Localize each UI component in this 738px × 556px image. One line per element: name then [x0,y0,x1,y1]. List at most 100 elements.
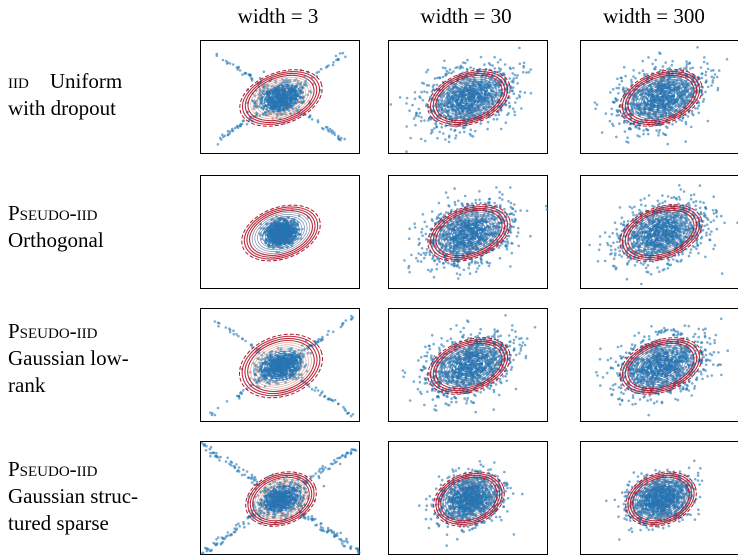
scatter-point [275,235,278,238]
scatter-point [633,102,636,106]
scatter-point [277,236,280,240]
scatter-point [417,243,421,246]
scatter-point [495,117,499,121]
scatter-point [421,213,425,216]
density-contour [258,82,304,114]
scatter-point [696,107,699,110]
scatter-point [463,97,467,100]
scatter-point [664,61,667,64]
scatter-point [628,126,632,130]
density-contour [655,93,667,103]
scatter-point [432,275,436,279]
scatter-point [706,62,709,65]
scatter-point [235,66,239,69]
scatter-point [495,204,498,207]
scatter-point [690,86,694,89]
scatter-point [407,237,411,240]
density-contour [267,223,295,243]
scatter-point [653,97,656,100]
scatter-point [327,130,330,133]
scatter-point [462,61,465,64]
scatter-point [432,255,435,259]
scatter-point [231,63,235,66]
scatter-point [486,120,490,124]
scatter-point [617,113,620,117]
scatter-point [671,59,674,63]
row-label-2: Pseudo-iid Gaussian low-rank [8,319,129,397]
scatter-point [711,81,714,84]
scatter-point [261,107,265,111]
scatter-point [618,122,621,125]
scatter-point [505,247,509,251]
density-contour [272,227,290,239]
scatter-point [508,66,512,69]
density-contour [254,214,308,252]
scatter-point [339,136,343,140]
scatter-point [319,67,323,71]
scatter-point [336,57,340,61]
scatter-point [492,118,496,121]
scatter-point [225,62,229,65]
scatter-point [684,120,688,124]
scatter-point [512,92,516,95]
scatter-point [299,89,303,92]
scatter-point [423,90,426,93]
scatter-point [454,203,457,206]
scatter-point [697,111,701,115]
scatter-point [496,61,500,64]
scatter-point [338,52,342,55]
scatter-point [479,122,483,125]
scatter-point [440,111,444,114]
scatter-point [497,113,501,116]
scatter-point [432,254,435,257]
scatter-point [685,65,688,68]
scatter-point [653,67,657,71]
scatter-point [701,100,705,103]
scatter-point [710,84,713,87]
scatter-point [304,83,308,86]
scatter-point [666,94,670,98]
scatter-point [329,130,333,133]
scatter-point [498,206,502,209]
scatter-panel-r1-c1 [388,175,549,289]
scatter-point [426,68,430,72]
scatter-point [512,66,515,70]
scatter-point [611,88,615,91]
scatter-panel-r0-c1 [388,40,548,154]
scatter-point [425,103,428,106]
scatter-point [415,113,418,116]
scatter-point [470,261,473,264]
scatter-point [405,125,408,128]
scatter-point [461,112,465,115]
scatter-point [712,76,716,79]
scatter-point [495,186,498,189]
scatter-point [453,200,457,204]
scatter-point [275,97,279,100]
density-contour [646,88,676,108]
scatter-point [638,71,641,75]
scatter-point [279,232,282,235]
scatter-point [219,138,223,141]
scatter-point [457,199,460,203]
scatter-point [712,69,715,72]
density-contour [457,90,481,106]
scatter-point [623,130,627,133]
scatter-point [419,119,423,123]
scatter-point [506,234,509,237]
scatter-point [425,237,428,241]
scatter-point [478,198,481,201]
scatter-point [216,143,220,146]
scatter-point [685,62,689,66]
scatter-point [454,134,458,137]
scatter-point [419,137,423,141]
scatter-point [474,198,477,202]
scatter-point [494,113,497,117]
scatter-point [422,82,426,85]
scatter-point [413,91,417,94]
scatter-point [228,132,231,135]
scatter-point [419,260,423,263]
scatter-point [236,124,239,128]
scatter-point [405,150,408,153]
scatter-point [249,74,252,77]
scatter-point [513,217,517,221]
